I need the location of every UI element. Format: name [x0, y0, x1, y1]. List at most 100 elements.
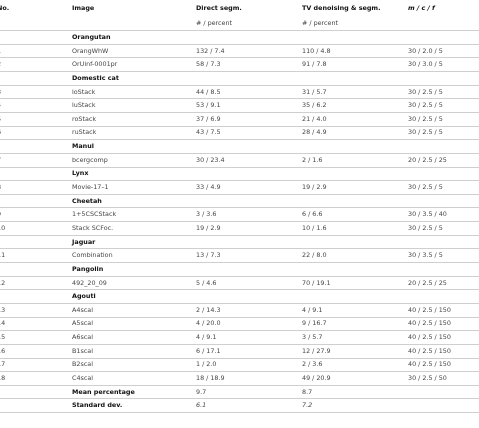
row-rule	[0, 262, 479, 264]
cell: 5 / 4.6	[196, 278, 217, 287]
column-header: Image	[72, 4, 95, 12]
cell: loStack	[72, 87, 96, 96]
column-header: m / c / f	[408, 4, 435, 12]
cell: Combination	[72, 251, 113, 260]
cell: 44 / 8.5	[196, 87, 221, 96]
cell: 30 / 2.5 / 50	[408, 374, 447, 382]
cell: 19 / 2.9	[196, 223, 221, 232]
cell: 4 / 20.0	[196, 319, 221, 328]
cell: 1	[0, 46, 1, 56]
cell: 13 / 7.3	[196, 251, 221, 260]
cell: 30 / 2.5 / 5	[408, 128, 443, 137]
cell: 4 / 9.1	[196, 333, 217, 342]
cell: 492_20_09	[72, 278, 107, 287]
summary-label: Mean percentage	[72, 387, 135, 396]
cell: A5scal	[72, 319, 93, 328]
cell: 1 / 2.0	[196, 360, 217, 369]
group-heading: Orangutan	[72, 33, 111, 41]
cell: 2 / 1.6	[302, 155, 323, 164]
row-rule	[0, 43, 479, 45]
cell: 5	[0, 114, 1, 124]
row-rule	[0, 302, 479, 304]
cell: 43 / 7.5	[196, 128, 221, 137]
cell: 30 / 3.5 / 5	[408, 251, 443, 260]
row-rule	[0, 207, 479, 209]
cell: luStack	[72, 101, 96, 110]
cell: OrUinf-0001pr	[72, 60, 118, 69]
cell: 35 / 6.2	[302, 101, 327, 110]
row-rule	[0, 84, 479, 86]
cell: 14	[0, 319, 6, 328]
row-rule	[0, 384, 479, 386]
cell: 12	[0, 278, 6, 287]
cell: 6 / 6.6	[302, 210, 323, 219]
row-rule	[0, 30, 479, 31]
cell: 30 / 2.5 / 5	[408, 87, 443, 96]
cell: B2scal	[72, 360, 93, 369]
cell: 9	[0, 209, 1, 219]
cell: 6	[0, 127, 1, 137]
cell: 7	[0, 155, 1, 165]
group-heading: Domestic cat	[72, 73, 119, 82]
cell: Stack SCFoc.	[72, 223, 114, 232]
cell: 40 / 2.5 / 150	[408, 346, 451, 355]
row-rule	[0, 275, 479, 277]
cell: 1+5CSCStack	[72, 210, 117, 219]
cell: A4scal	[72, 305, 93, 314]
group-heading: Agouti	[72, 292, 96, 301]
row-rule	[0, 166, 479, 168]
cell: OrangWhW	[72, 46, 109, 55]
cell: bcergcomp	[72, 155, 108, 164]
row-rule	[0, 357, 479, 359]
cell: 18	[0, 374, 6, 382]
cell: 40 / 2.5 / 150	[408, 305, 451, 314]
cell: 8	[0, 182, 1, 192]
column-header: No.	[0, 4, 10, 12]
cell: 28 / 4.9	[302, 128, 327, 137]
summary-label: Standard dev.	[72, 401, 123, 410]
cell: 6.1	[196, 401, 207, 410]
row-rule	[0, 248, 479, 250]
cell: 58 / 7.3	[196, 60, 221, 69]
cell: 17	[0, 360, 6, 369]
cell: 3	[0, 87, 1, 97]
row-rule	[0, 98, 479, 100]
cell: 30 / 3.5 / 40	[408, 210, 447, 219]
cell: 40 / 2.5 / 150	[408, 360, 451, 369]
cell: C4scal	[72, 374, 94, 382]
cell: 18 / 18.9	[196, 374, 225, 382]
cell: 2 / 14.3	[196, 305, 221, 314]
column-header: Direct segm.	[196, 4, 242, 12]
cell: 20 / 2.5 / 25	[408, 278, 447, 287]
cell: 40 / 2.5 / 150	[408, 319, 451, 328]
cell: 70 / 19.1	[302, 278, 331, 287]
cell: 21 / 4.0	[302, 114, 327, 123]
cell: roStack	[72, 114, 97, 123]
row-rule	[0, 112, 479, 113]
row-rule	[0, 316, 479, 318]
row-rule	[0, 221, 479, 223]
column-subheader: # / percent	[302, 19, 339, 27]
cell: 30 / 3.0 / 5	[408, 60, 443, 69]
cell: Movie-17–1	[72, 183, 109, 192]
column-header: TV denoising & segm.	[302, 4, 381, 12]
row-rule	[0, 71, 479, 73]
cell: 91 / 7.8	[302, 60, 327, 69]
cell: ruStack	[72, 128, 97, 137]
row-rule	[0, 343, 479, 345]
cell: 30 / 2.0 / 5	[408, 46, 443, 55]
cell: 8.7	[302, 387, 313, 396]
cell: 4	[0, 100, 1, 110]
group-heading: Jaguar	[72, 237, 96, 246]
cell: 30 / 2.5 / 5	[408, 114, 443, 123]
row-rule	[0, 234, 479, 236]
group-heading: Cheetah	[72, 196, 102, 205]
cell: 30 / 23.4	[196, 155, 225, 164]
row-rule	[0, 289, 479, 291]
cell: 37 / 6.9	[196, 114, 221, 123]
cell: 3 / 3.6	[196, 210, 217, 219]
cell: 6 / 17.1	[196, 346, 221, 355]
cell: 3 / 5.7	[302, 333, 323, 342]
cell: 2	[0, 59, 1, 69]
